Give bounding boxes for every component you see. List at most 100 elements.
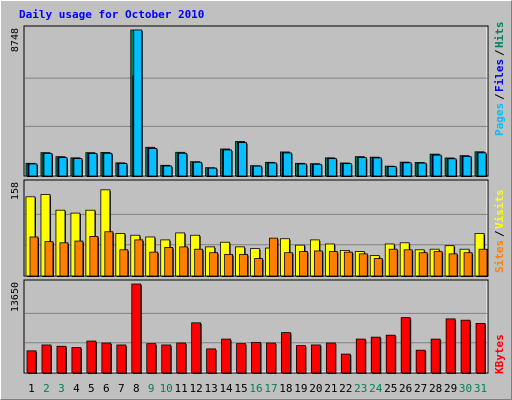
sites-bar [284, 252, 293, 277]
pages-bar [58, 157, 68, 177]
kbytes-bar [251, 341, 261, 374]
pages-bar [432, 154, 442, 177]
pages-bar [387, 166, 397, 177]
sites-bar [119, 249, 129, 277]
x-tick-label: 10 [160, 382, 173, 395]
sites-bar [239, 254, 248, 277]
sites-bar [44, 241, 54, 277]
sites-bar [478, 248, 488, 277]
x-tick-label: 4 [73, 382, 80, 395]
sites-bar [74, 240, 84, 277]
kbytes-bar [385, 334, 396, 374]
x-tick-label: 30 [459, 382, 472, 395]
pages-bar [372, 157, 382, 177]
kbytes-bar [71, 347, 82, 374]
kbytes-bar [101, 342, 112, 374]
pages-bar [357, 157, 367, 177]
legend-middle-label: Visits [493, 189, 506, 229]
kbytes-bar [415, 349, 426, 374]
kbytes-bar [430, 338, 441, 374]
sites-bar [373, 258, 383, 277]
kbytes-bar [41, 344, 52, 374]
x-tick-label: 16 [249, 382, 262, 395]
kbytes-bar [310, 344, 321, 374]
legend-middle-label: / [493, 230, 506, 237]
kbytes-bar [116, 344, 127, 374]
pages-bar [133, 29, 143, 177]
pages-bar [462, 156, 472, 177]
x-tick-label: 9 [148, 382, 155, 395]
sites-bar [209, 252, 219, 277]
x-tick-label: 23 [354, 382, 367, 395]
chart-title: Daily usage for October 2010 [19, 8, 204, 21]
sites-bar [448, 253, 458, 277]
ymax-label-kbytes: 13650 [10, 282, 21, 312]
sites-bar [418, 252, 428, 277]
kbytes-bar [370, 336, 381, 374]
kbytes-bar [475, 323, 486, 374]
sites-bar [358, 253, 368, 277]
x-tick-label: 2 [43, 382, 50, 395]
kbytes-bar [131, 283, 142, 374]
sites-bar [299, 251, 308, 277]
pages-bar [327, 158, 337, 177]
kbytes-bar [221, 338, 231, 374]
kbytes-bar [191, 322, 202, 374]
legend-middle-label: Sites [493, 240, 506, 273]
x-tick-label: 26 [399, 382, 412, 395]
pages-bar [283, 152, 292, 177]
ymax-label-hits: 8748 [10, 28, 21, 52]
chart-panel-1 [23, 25, 489, 177]
sites-bar [313, 250, 323, 277]
pages-bar [402, 162, 412, 177]
sites-bar [343, 251, 353, 277]
kbytes-bar [400, 317, 411, 374]
sites-bar [164, 247, 174, 277]
kbytes-bar [86, 340, 97, 374]
legend-top-label: Pages [493, 103, 506, 136]
sites-bar [179, 246, 189, 277]
kbytes-bar [325, 342, 336, 374]
x-tick-label: 12 [190, 382, 203, 395]
x-tick-label: 7 [118, 382, 125, 395]
pages-bar [238, 142, 247, 177]
x-tick-label: 22 [339, 382, 352, 395]
legend-bottom-label: KBytes [493, 334, 506, 374]
x-tick-label: 17 [264, 382, 277, 395]
x-tick-label: 20 [309, 382, 322, 395]
x-tick-label: 8 [133, 382, 140, 395]
pages-bar [43, 153, 53, 177]
kbytes-bar [161, 344, 172, 374]
sites-bar [194, 248, 204, 277]
x-tick-label: 28 [429, 382, 442, 395]
kbytes-bar [266, 342, 276, 374]
pages-bar [178, 152, 188, 177]
sites-bar [254, 258, 263, 277]
pages-bar [312, 163, 322, 177]
x-tick-label: 15 [234, 382, 247, 395]
x-tick-label: 25 [384, 382, 397, 395]
kbytes-bar [236, 343, 246, 374]
legend-top-label: Hits [493, 22, 506, 49]
kbytes-bar [460, 319, 471, 374]
pages-bar [268, 162, 277, 177]
sites-bar [59, 242, 69, 277]
x-tick-label: 24 [369, 382, 383, 395]
x-tick-label: 14 [219, 382, 233, 395]
legend-top-label: / [493, 49, 506, 56]
pages-bar [223, 149, 232, 177]
kbytes-bar [206, 348, 217, 374]
pages-bar [88, 153, 98, 177]
kbytes-bar [56, 345, 67, 374]
pages-bar [193, 161, 203, 177]
sites-bar [29, 236, 39, 277]
pages-bar [148, 148, 158, 177]
x-tick-label: 13 [204, 382, 217, 395]
x-tick-label: 29 [444, 382, 457, 395]
sites-bar [89, 236, 99, 277]
kbytes-bar [445, 318, 456, 374]
pages-bar [447, 158, 457, 177]
pages-bar [118, 163, 128, 177]
sites-bar [104, 231, 114, 277]
